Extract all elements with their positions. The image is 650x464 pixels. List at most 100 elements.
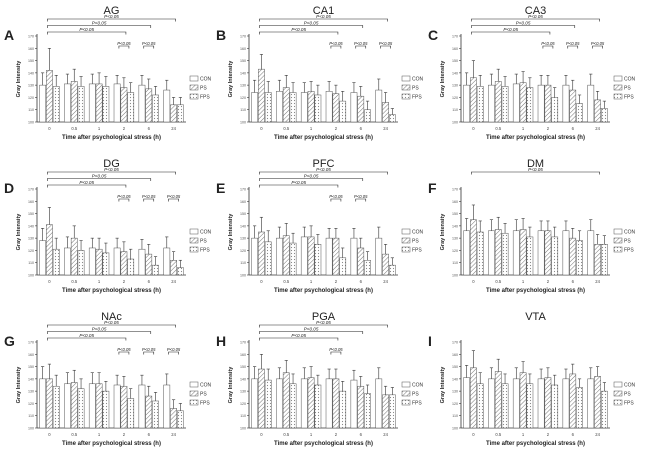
significance-label: P<0.05 <box>379 41 393 46</box>
bar-con <box>587 84 595 123</box>
bar-fps <box>177 267 184 276</box>
x-tick-label: 0 <box>472 279 475 284</box>
bar-fps <box>314 384 322 429</box>
significance-bracket <box>259 324 388 328</box>
x-tick-label: 1 <box>98 432 101 437</box>
y-tick-label: 100 <box>452 427 458 431</box>
legend-label-fps: FPS <box>624 95 634 101</box>
y-tick-label: 110 <box>28 414 34 418</box>
bar-ps <box>544 377 552 429</box>
bar-fps <box>601 390 608 429</box>
bar-fps <box>551 384 559 429</box>
significance-bracket <box>471 25 576 28</box>
significance-bracket <box>330 351 342 355</box>
significance-label: P<0.05 <box>92 326 107 331</box>
bar-ps <box>46 378 53 429</box>
y-tick-label: 130 <box>452 237 458 241</box>
significance-label: P<0.05 <box>329 347 343 352</box>
y-tick-label: 150 <box>452 212 458 216</box>
bar-ps <box>307 236 315 276</box>
y-tick-label: 130 <box>28 84 34 88</box>
legend-label-fps: FPS <box>412 248 422 254</box>
bar-ps <box>470 77 477 123</box>
bar-ps <box>282 235 290 276</box>
bar-ps <box>120 87 128 123</box>
y-axis-label: Gray Intensity <box>16 366 22 404</box>
bar-ps <box>470 219 477 276</box>
legend-swatch-fps <box>189 399 199 406</box>
x-tick-label: 1 <box>522 432 525 437</box>
y-axis-label: Gray Intensity <box>228 366 234 404</box>
bar-ps <box>357 247 365 276</box>
legend-label-fps: FPS <box>412 95 422 101</box>
legend-label-con: CON <box>624 230 636 236</box>
y-tick-label: 170 <box>28 341 34 345</box>
bar-fps <box>127 258 135 276</box>
x-tick-label: 0 <box>472 432 475 437</box>
y-tick-label: 140 <box>28 71 34 75</box>
bar-ps <box>258 231 265 276</box>
bar-fps <box>152 264 159 276</box>
x-tick-label: 2 <box>335 432 338 437</box>
panel-letter: B <box>216 27 226 43</box>
bar-fps <box>601 244 608 276</box>
legend-label-ps: PS <box>200 392 207 398</box>
legend-swatch-fps <box>189 246 199 253</box>
y-tick-label: 150 <box>240 365 246 369</box>
y-tick-label: 130 <box>240 237 246 241</box>
bar-ps <box>594 244 601 276</box>
bar-ps <box>332 237 340 276</box>
bar-fps <box>102 390 110 429</box>
bar-ps <box>544 84 552 123</box>
bar-con <box>88 383 96 429</box>
y-tick-label: 170 <box>240 35 246 39</box>
x-tick-label: 0.5 <box>283 432 289 437</box>
legend-label-fps: FPS <box>200 401 210 407</box>
significance-label: P<0.05 <box>79 180 94 185</box>
bar-fps <box>364 109 371 123</box>
x-tick-label: 2 <box>123 432 126 437</box>
bar-fps <box>77 250 85 276</box>
significance-label: P<0.05 <box>304 20 319 25</box>
bar-ps <box>382 253 389 276</box>
x-tick-label: 1 <box>310 126 313 131</box>
x-tick-label: 1 <box>310 432 313 437</box>
bar-ps <box>332 378 340 429</box>
x-tick-label: 0.5 <box>283 126 289 131</box>
bar-con <box>537 230 545 276</box>
x-tick-label: 6 <box>360 432 363 437</box>
bar-con <box>325 237 333 276</box>
y-tick-label: 170 <box>240 188 246 192</box>
x-axis-label: Time after psychological stress (h) <box>274 441 373 447</box>
significance-label: P<0.05 <box>142 41 156 46</box>
bar-con <box>39 378 46 429</box>
y-tick-label: 100 <box>240 427 246 431</box>
x-tick-label: 6 <box>148 432 151 437</box>
significance-bracket <box>259 18 388 22</box>
legend-swatch-ps <box>189 84 199 91</box>
legend-swatch-con <box>401 381 411 388</box>
legend-swatch-fps <box>613 399 623 406</box>
bar-con <box>64 383 71 429</box>
y-tick-label: 130 <box>240 390 246 394</box>
x-axis-label: Time after psychological stress (h) <box>274 288 373 294</box>
x-tick-label: 6 <box>572 432 575 437</box>
panel-title: NAc <box>101 311 122 323</box>
bar-ps <box>519 229 527 276</box>
bar-ps <box>569 237 577 276</box>
significance-label: P<0.05 <box>329 194 343 199</box>
bar-fps <box>339 257 347 276</box>
bar-fps <box>576 387 583 429</box>
panel-title: CA3 <box>525 5 546 17</box>
bar-ps <box>46 224 53 276</box>
bar-fps <box>576 240 583 276</box>
bar-fps <box>52 86 60 123</box>
bar-fps <box>364 393 371 429</box>
bar-ps <box>145 253 153 276</box>
panel-title: DM <box>527 158 544 170</box>
legend-swatch-ps <box>613 84 623 91</box>
y-tick-label: 170 <box>452 35 458 39</box>
bar-ps <box>120 385 128 429</box>
